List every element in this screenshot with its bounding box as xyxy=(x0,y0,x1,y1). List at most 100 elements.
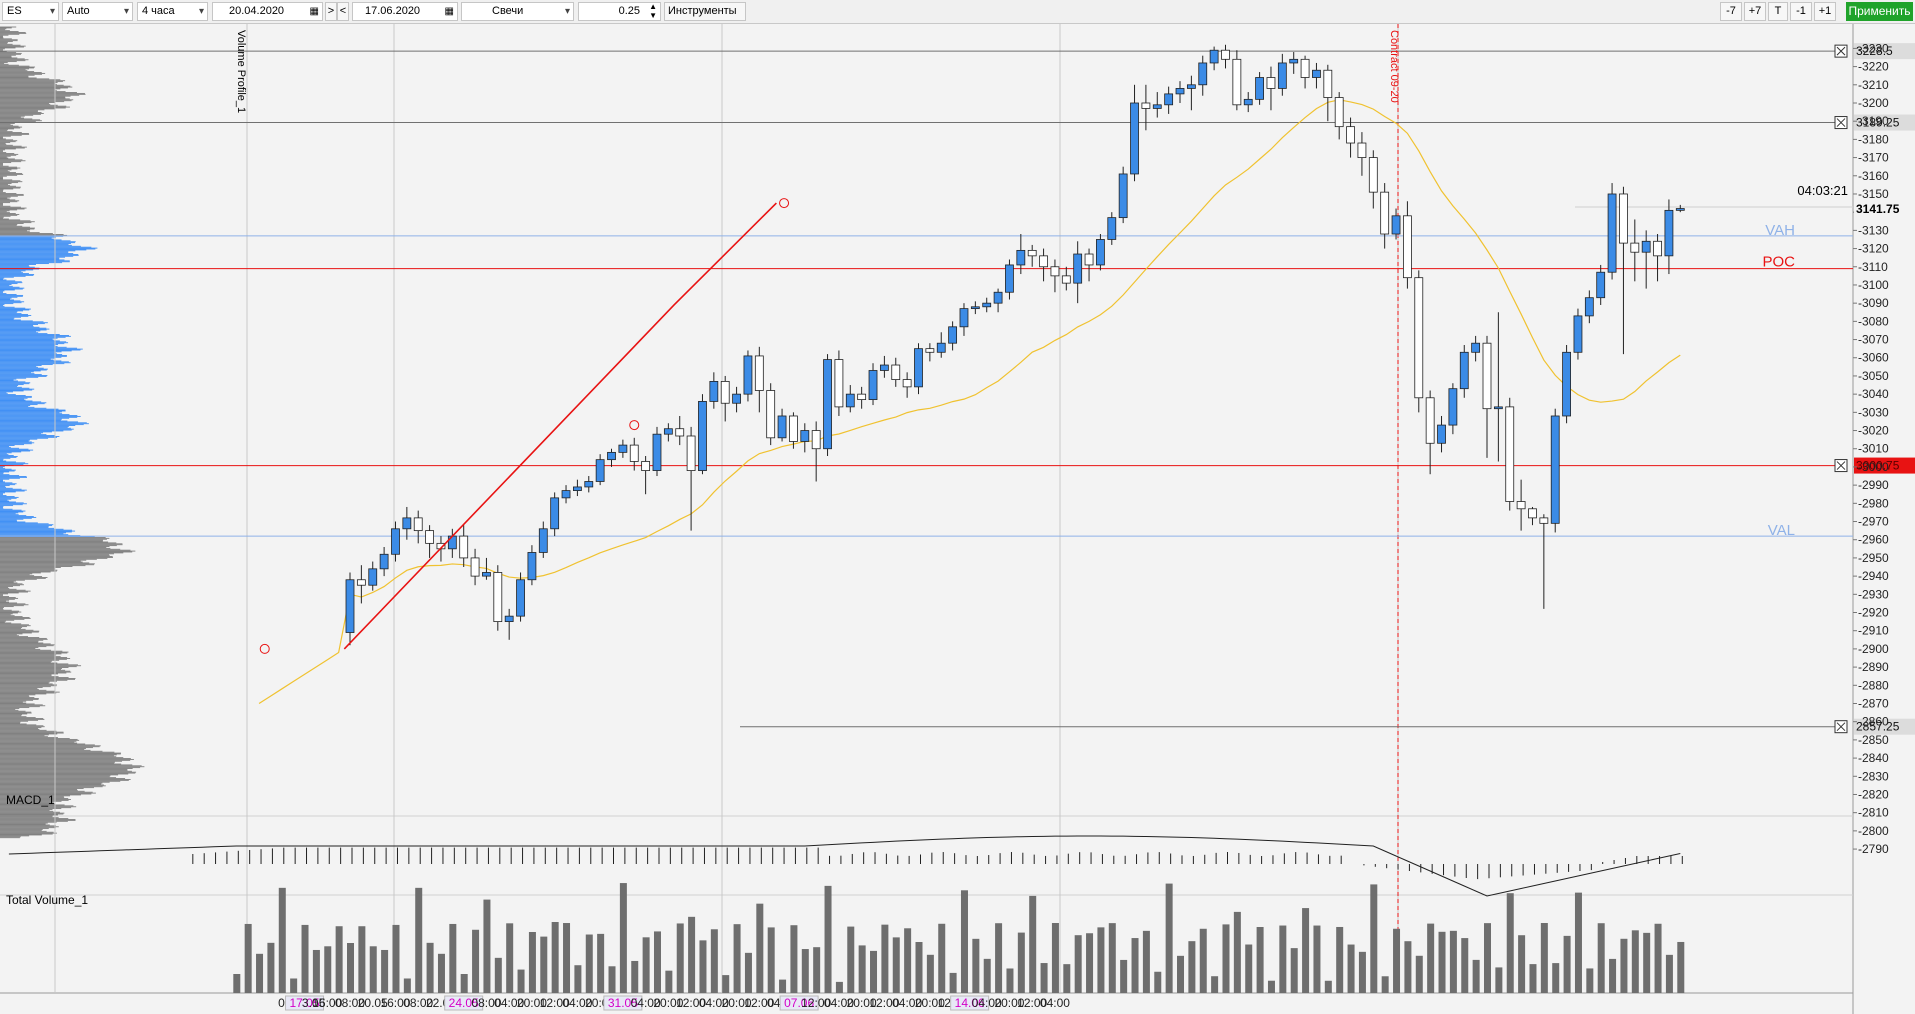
volume-profile-bar xyxy=(0,763,122,765)
volume-profile-bar xyxy=(0,401,42,403)
price-tick-label: -3150 xyxy=(1858,187,1889,201)
volume-profile-bar xyxy=(0,82,55,84)
t-button[interactable]: T xyxy=(1768,2,1788,21)
price-tick-label: -3040 xyxy=(1858,387,1889,401)
volume-profile-bar xyxy=(0,352,56,354)
price-chart[interactable]: 3228.5 3189.25 3000.75 2857.25 VAH POC VAL -323… xyxy=(0,24,1915,1014)
volume-bar xyxy=(506,923,514,993)
volume-profile-bar xyxy=(0,285,13,287)
volume-profile-bar xyxy=(0,833,53,835)
volume-bar xyxy=(1006,968,1014,993)
date-from-input[interactable]: 20.04.2020 ▦ xyxy=(212,2,323,21)
volume-profile-bar xyxy=(0,829,42,831)
tick-size-stepper[interactable]: 0.25 ▲ ▼ xyxy=(578,2,661,21)
volume-profile-bar xyxy=(0,231,30,233)
candle-body xyxy=(1380,191,1390,235)
timeframe-select[interactable]: 4 часа xyxy=(137,2,208,21)
volume-profile-bar xyxy=(0,211,7,213)
price-tick-label: -3110 xyxy=(1858,260,1888,274)
volume-profile-bar xyxy=(0,227,35,229)
volume-profile-bar xyxy=(0,254,79,255)
candle-body xyxy=(516,579,525,617)
volume-profile-bar xyxy=(0,411,62,413)
next-button[interactable]: > xyxy=(325,2,337,21)
volume-profile-bar xyxy=(0,573,33,575)
price-tick-label: -3160 xyxy=(1858,169,1889,183)
volume-profile-bar xyxy=(0,357,55,359)
volume-profile-bar xyxy=(0,301,25,303)
volume-profile-bar xyxy=(0,557,113,558)
volume-profile-bar xyxy=(0,261,70,263)
volume-profile-bar xyxy=(0,316,21,318)
chart-type-select[interactable]: Свечи xyxy=(461,2,574,21)
plus1-button[interactable]: +1 xyxy=(1814,2,1836,21)
volume-profile-bar xyxy=(0,744,95,746)
prev-button[interactable]: < xyxy=(337,2,349,21)
volume-profile-bar xyxy=(0,415,81,417)
close-icon xyxy=(1836,461,1846,470)
volume-profile-bar xyxy=(0,492,5,494)
volume-profile-bar xyxy=(0,653,62,655)
volume-profile-bar xyxy=(0,770,132,772)
volume-profile-bar xyxy=(0,726,45,728)
time-tick-label: 08:00 xyxy=(403,996,433,1010)
volume-bar xyxy=(835,981,843,993)
volume-profile-bar xyxy=(0,315,29,317)
volume-profile-bar xyxy=(0,819,76,821)
volume-profile-bar xyxy=(0,688,38,689)
volume-bar xyxy=(779,979,787,993)
volume-profile-bar xyxy=(0,287,25,289)
volume-profile-bar xyxy=(0,305,5,307)
volume-profile-bar xyxy=(0,785,106,787)
volume-profile-bar xyxy=(0,272,23,274)
volume-bar xyxy=(449,923,457,993)
volume-profile-bar xyxy=(0,64,19,66)
candle-body xyxy=(1084,253,1094,266)
volume-profile-bar xyxy=(0,549,131,551)
calendar-icon[interactable]: ▦ xyxy=(309,6,319,17)
volume-profile-bar xyxy=(0,742,78,744)
volume-profile-bar xyxy=(0,210,10,212)
volume-profile-bar xyxy=(0,380,18,382)
date-to-input[interactable]: 17.06.2020 ▦ xyxy=(352,2,458,21)
tools-button[interactable]: Инструменты xyxy=(664,2,746,21)
apply-button[interactable]: Применить xyxy=(1846,2,1913,21)
volume-profile-bar xyxy=(0,538,107,540)
volume-profile-bar xyxy=(0,360,62,362)
price-tick-label: -2880 xyxy=(1858,678,1889,692)
volume-profile-bar xyxy=(0,324,39,325)
volume-profile-bar xyxy=(0,488,22,490)
symbol-select[interactable]: ES xyxy=(2,2,59,21)
volume-profile-bar xyxy=(0,370,41,372)
volume-bar xyxy=(1506,893,1514,993)
scale-mode-select[interactable]: Auto xyxy=(62,2,133,21)
time-tick-label: 14.06 xyxy=(955,996,985,1010)
volume-profile-bar xyxy=(0,536,106,538)
volume-profile-bar xyxy=(0,313,22,315)
volume-profile-bar xyxy=(0,575,35,577)
volume-profile-bar xyxy=(0,177,3,179)
calendar-icon[interactable]: ▦ xyxy=(444,6,454,17)
volume-profile-bar xyxy=(0,265,30,267)
minus1-button[interactable]: -1 xyxy=(1790,2,1812,21)
volume-profile-bar xyxy=(0,747,93,749)
price-tick-label: -2810 xyxy=(1858,806,1889,820)
stepper-arrows-icon[interactable]: ▲ ▼ xyxy=(649,2,657,20)
volume-profile-bar xyxy=(0,707,30,709)
volume-profile-bar xyxy=(0,714,23,716)
plus7-button[interactable]: +7 xyxy=(1744,2,1766,21)
volume-profile-bar xyxy=(0,732,64,734)
volume-bar xyxy=(1370,884,1378,993)
candle-body xyxy=(1493,406,1503,410)
volume-bar xyxy=(1336,926,1344,993)
volume-profile-bar xyxy=(0,551,133,553)
minus7-button[interactable]: -7 xyxy=(1720,2,1742,21)
candle-body xyxy=(1334,97,1344,128)
candle-body xyxy=(777,415,787,439)
price-level-tag xyxy=(1854,457,1915,474)
volume-bar xyxy=(1393,928,1401,993)
volume-profile-bar xyxy=(0,681,50,683)
volume-profile-bar xyxy=(0,78,50,80)
volume-profile-bar xyxy=(0,363,65,365)
volume-profile-bar xyxy=(0,471,10,473)
